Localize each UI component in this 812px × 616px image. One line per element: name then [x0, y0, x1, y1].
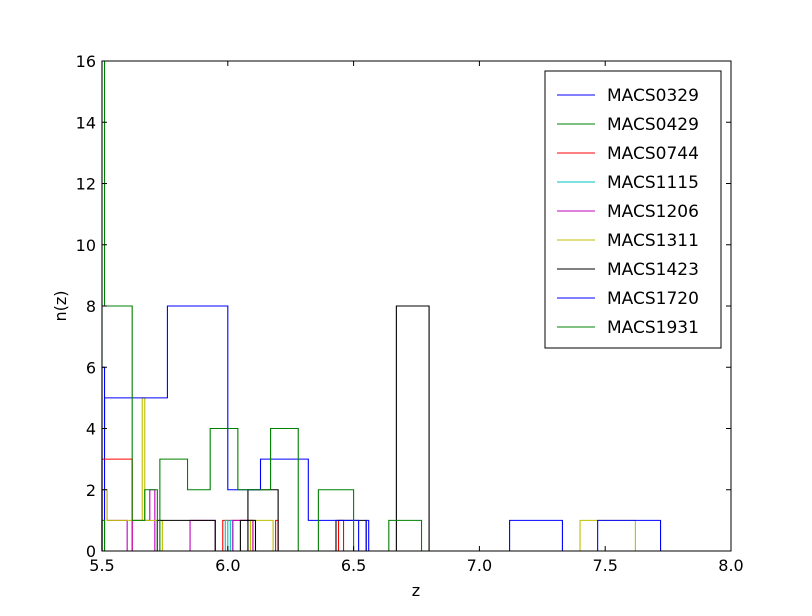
legend-entry-label: MACS1206: [607, 202, 699, 222]
x-tick-label: 6.5: [341, 556, 366, 575]
y-axis-label: n(z): [51, 290, 70, 321]
x-axis-label: z: [412, 581, 420, 600]
y-tick-label: 10: [76, 236, 96, 255]
legend-entry-label: MACS0429: [607, 115, 699, 135]
x-tick-label: 6.0: [215, 556, 240, 575]
y-tick-label: 0: [86, 542, 96, 561]
y-tick-label: 14: [76, 113, 96, 132]
series-line-macs1311: [101, 397, 636, 552]
x-tick-label: 7.0: [467, 556, 492, 575]
legend-entry-label: MACS1931: [607, 318, 699, 338]
x-tick-label: 8.0: [718, 556, 743, 575]
y-tick-label: 8: [86, 297, 96, 316]
legend-entry-label: MACS1115: [607, 173, 699, 193]
legend-entry-label: MACS1311: [607, 231, 699, 251]
legend-box: [544, 70, 722, 349]
y-tick-label: 16: [76, 52, 96, 71]
series-line-macs1931: [101, 60, 423, 552]
y-tick-label: 6: [86, 358, 96, 377]
legend-entry-label: MACS1720: [607, 289, 699, 309]
legend-entry-label: MACS1423: [607, 260, 699, 280]
legend: MACS0329 MACS0429 MACS0744 MACS1115 MACS1206…: [544, 70, 722, 349]
x-tick-label: 5.5: [89, 556, 114, 575]
legend-entry-label: MACS0744: [607, 144, 699, 164]
tick-layer: 5.5 6.0 6.5 7.0 7.5 8.0 0 2 4 6 8 10 12 14 16: [76, 52, 744, 575]
y-tick-label: 12: [76, 175, 96, 194]
series-line-macs1720: [101, 305, 662, 552]
y-tick-label: 2: [86, 481, 96, 500]
x-tick-label: 7.5: [592, 556, 617, 575]
y-tick-label: 4: [86, 420, 96, 439]
legend-entry-label: MACS0329: [607, 86, 699, 106]
